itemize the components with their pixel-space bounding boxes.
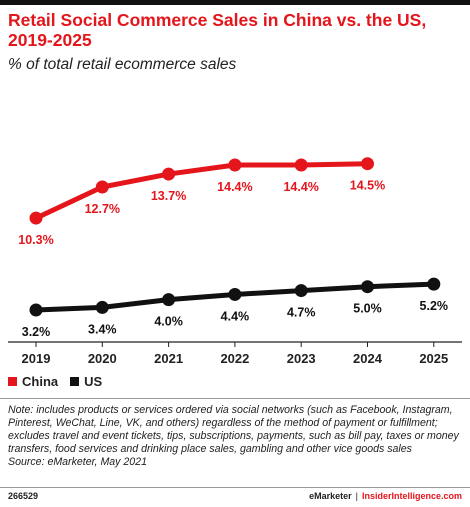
- data-point-us: [29, 303, 43, 317]
- data-point-china: [361, 157, 374, 171]
- legend-swatch-china: [8, 377, 17, 386]
- data-point-china: [228, 158, 242, 172]
- legend-item-china: China: [8, 374, 58, 389]
- chart-title: Retail Social Commerce Sales in China vs…: [8, 10, 427, 50]
- data-point-us: [95, 300, 109, 314]
- data-label-us: 5.2%: [420, 299, 449, 313]
- top-bar: [0, 0, 470, 5]
- footer-brand: eMarketer | InsiderIntelligence.com: [309, 491, 462, 501]
- data-point-us: [228, 287, 242, 301]
- legend: China US: [8, 374, 114, 389]
- site-link[interactable]: InsiderIntelligence.com: [361, 491, 462, 501]
- data-label-china: 10.3%: [18, 233, 53, 247]
- divider-bottom: [0, 487, 470, 488]
- chart-subtitle: % of total retail ecommerce sales: [8, 56, 237, 73]
- data-label-china: 14.5%: [350, 179, 385, 193]
- data-label-us: 4.4%: [221, 309, 250, 323]
- data-label-china: 14.4%: [217, 180, 252, 194]
- x-tick-label-2022: 2022: [220, 351, 249, 366]
- data-label-us: 4.7%: [287, 306, 316, 320]
- data-point-us: [427, 277, 441, 291]
- brand-name: eMarketer: [309, 491, 352, 501]
- data-label-china: 13.7%: [151, 189, 186, 203]
- data-point-china: [294, 158, 308, 172]
- data-label-china: 14.4%: [283, 180, 318, 194]
- data-label-us: 3.2%: [22, 325, 51, 339]
- legend-item-us: US: [70, 374, 102, 389]
- data-point-china: [95, 180, 109, 194]
- data-point-us: [162, 293, 176, 307]
- data-label-china: 12.7%: [85, 202, 120, 216]
- data-label-us: 4.0%: [154, 315, 183, 329]
- legend-label-us: US: [84, 374, 103, 389]
- data-point-us: [294, 284, 308, 298]
- legend-label-china: China: [22, 374, 59, 389]
- brand-separator: |: [355, 491, 358, 501]
- x-tick-label-2020: 2020: [88, 351, 117, 366]
- note-text: Note: includes products or services orde…: [8, 404, 459, 455]
- data-label-us: 5.0%: [353, 302, 382, 316]
- chart-id: 266529: [8, 491, 39, 501]
- x-tick-label-2023: 2023: [287, 351, 316, 366]
- line-chart: 2019 2020 2021 2022 2023 2024 2025 10.3% 12.7% 13…: [8, 157, 462, 366]
- data-label-us: 3.4%: [88, 322, 117, 336]
- legend-swatch-us: [70, 377, 80, 386]
- series-line-china: [33, 161, 370, 221]
- divider-top: [0, 398, 470, 399]
- data-point-china: [162, 167, 176, 181]
- data-point-us: [361, 280, 374, 294]
- x-tick-label-2025: 2025: [419, 351, 448, 366]
- x-tick-label-2024: 2024: [353, 351, 383, 366]
- note-source: Source: eMarketer, May 2021: [8, 456, 147, 468]
- x-tick-label-2021: 2021: [154, 351, 183, 366]
- data-point-china: [29, 211, 43, 225]
- x-tick-label-2019: 2019: [22, 351, 51, 366]
- chart-note: Note: includes products or services orde…: [8, 404, 463, 469]
